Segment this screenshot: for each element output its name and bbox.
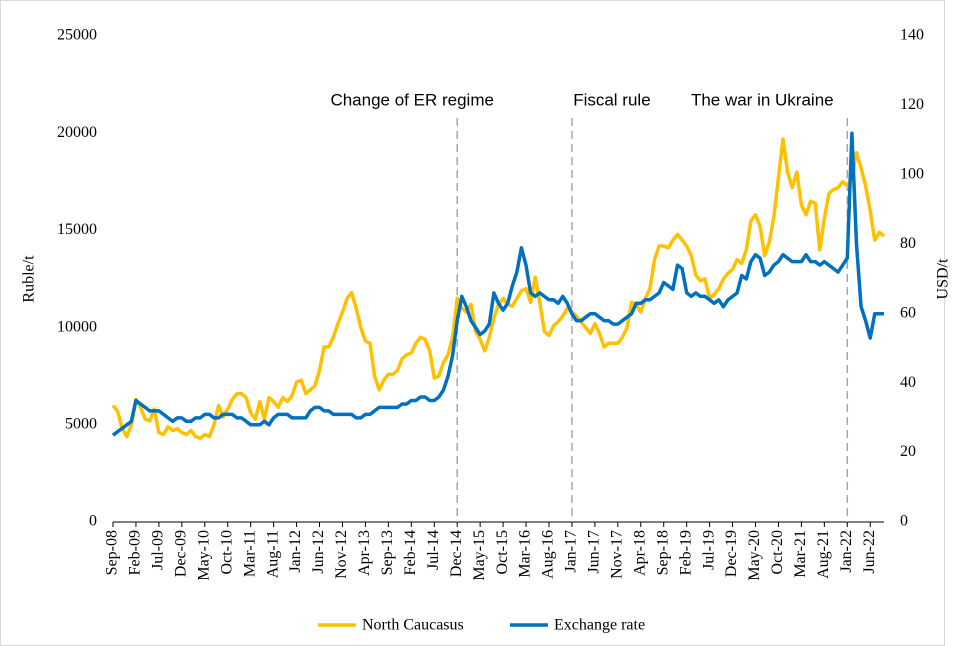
annotation: Change of ER regime (330, 90, 493, 109)
legend-label: North Caucasus (362, 617, 464, 634)
x-tick-label: Oct-10 (218, 530, 235, 574)
x-tick-label: Jan-17 (563, 530, 580, 573)
x-tick-label: Oct-15 (494, 530, 511, 574)
x-tick-label: Jun-17 (586, 530, 603, 574)
x-tick-label: Jan-22 (838, 530, 855, 573)
y2-tick-label: 40 (900, 374, 916, 391)
x-tick-label: Aug-21 (815, 530, 832, 579)
y-axis-title: Ruble/t (21, 255, 38, 303)
x-tick-label: Jun-22 (861, 530, 878, 574)
annotation: Fiscal rule (573, 90, 650, 109)
x-tick-label: Dec-09 (173, 530, 190, 577)
x-tick-label: Feb-14 (402, 530, 419, 575)
x-tick-label: Jul-14 (425, 530, 442, 570)
y-tick-label: 20000 (57, 124, 97, 141)
legend-label: Exchange rate (554, 617, 645, 634)
y2-tick-label: 140 (900, 27, 924, 44)
x-tick-label: Mar-11 (241, 530, 258, 577)
x-tick-label: Jul-09 (150, 530, 167, 570)
x-tick-label: May-15 (471, 530, 488, 581)
y-tick-label: 0 (89, 513, 97, 530)
x-tick-label: Sep-13 (379, 530, 396, 575)
x-tick-label: May-10 (195, 530, 212, 581)
x-tick-label: Feb-19 (677, 530, 694, 575)
y2-tick-label: 20 (900, 443, 916, 460)
x-tick-label: Jul-19 (700, 530, 717, 570)
x-tick-label: Mar-16 (517, 530, 534, 578)
x-tick-label: Mar-21 (792, 530, 809, 578)
y2-tick-label: 0 (900, 513, 908, 530)
y-tick-label: 15000 (57, 221, 97, 238)
x-tick-label: Dec-14 (448, 530, 465, 577)
x-tick-label: Sep-18 (654, 530, 671, 575)
y2-tick-label: 120 (900, 96, 924, 113)
x-tick-label: Oct-20 (769, 530, 786, 574)
annotation: The war in Ukraine (691, 90, 834, 109)
x-tick-label: Nov-12 (333, 530, 350, 579)
y-tick-label: 25000 (57, 27, 97, 44)
x-tick-label: Jun-12 (310, 530, 327, 574)
series-line (111, 131, 884, 437)
x-tick-label: Sep-08 (104, 530, 121, 575)
x-tick-label: Nov-17 (608, 530, 625, 579)
x-tick-label: Apr-13 (356, 530, 373, 576)
x-tick-label: Dec-19 (723, 530, 740, 577)
x-tick-label: Apr-18 (631, 530, 648, 576)
y2-tick-label: 100 (900, 166, 924, 183)
y2-tick-label: 60 (900, 304, 916, 321)
x-tick-label: Aug-11 (264, 530, 281, 578)
y-tick-label: 5000 (65, 415, 97, 432)
x-tick-label: Feb-09 (127, 530, 144, 575)
x-tick-label: Jan-12 (287, 530, 304, 573)
y2-axis-title: USD/t (935, 258, 952, 299)
y2-tick-label: 80 (900, 235, 916, 252)
x-tick-label: Aug-16 (540, 530, 557, 579)
y-tick-label: 10000 (57, 318, 97, 335)
x-tick-label: May-20 (746, 530, 763, 581)
